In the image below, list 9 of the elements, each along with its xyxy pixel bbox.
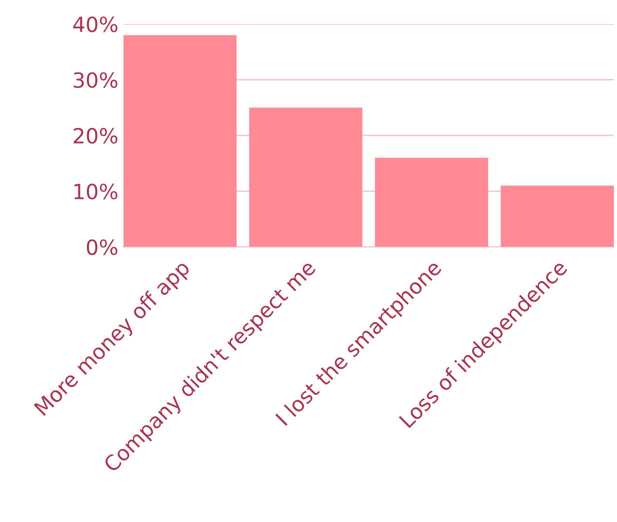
- bar: [123, 35, 237, 247]
- y-tick-label: 20%: [74, 128, 118, 144]
- bar: [374, 158, 488, 247]
- bar: [249, 108, 362, 247]
- y-tick-label: 0%: [86, 239, 118, 256]
- y-tick-label: 40%: [73, 16, 118, 32]
- y-tick-label: 10%: [74, 184, 118, 200]
- y-tick-label: 30%: [74, 72, 118, 88]
- bar: [500, 186, 614, 247]
